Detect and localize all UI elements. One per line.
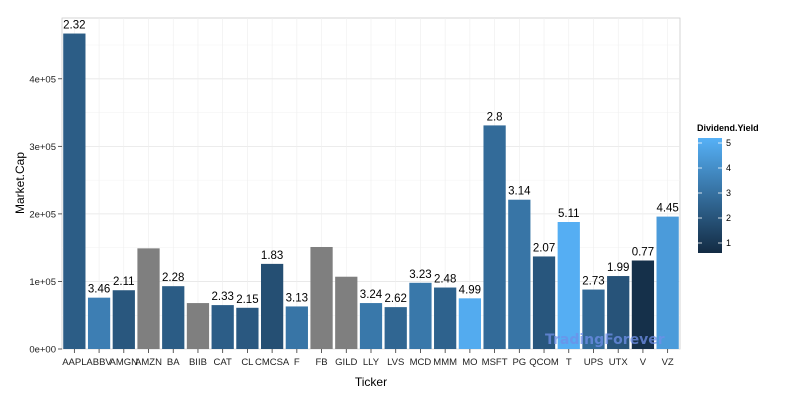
bar-cl [236,307,259,349]
bar-vz [656,216,679,349]
data-label: 3.24 [360,289,383,301]
data-label: 1.83 [261,250,283,262]
x-tick-label: LVS [387,357,404,368]
x-tick-label: MCD [410,357,432,368]
x-tick-label: UTX [609,357,629,368]
data-label: 2.07 [533,242,555,254]
x-tick-label: VZ [662,357,674,368]
data-label: 2.48 [434,274,456,286]
bar-ups [582,289,605,349]
x-tick-label: MO [462,357,477,368]
bar-f [285,306,308,349]
bar-biib [186,303,210,349]
bar-ba [162,286,185,349]
legend-tick-label: 4 [726,163,731,173]
watermark: TradingForever [545,332,665,348]
data-label: 2.28 [162,272,184,284]
x-tick-label: QCOM [529,357,559,368]
y-tick-label: 3e+05 [29,142,56,153]
bar-v [631,260,655,349]
x-tick-label: LLY [363,357,380,368]
bar-amzn [137,248,160,349]
x-tick-label: PG [512,357,526,368]
x-tick-label: BA [167,357,180,368]
data-label: 2.33 [211,291,233,303]
x-tick-label: AMZN [135,357,162,368]
y-tick-label: 0e+00 [29,345,56,356]
y-tick-label: 4e+05 [29,74,56,85]
bar-mo [458,298,482,349]
bar-cat [211,305,234,349]
bar-lly [359,303,383,349]
y-tick-label: 2e+05 [29,209,56,220]
x-tick-label: ABBV [86,357,112,368]
x-tick-label: GILD [335,357,357,368]
y-axis-title: Market.Cap [13,152,27,214]
bar-lvs [384,307,407,349]
data-label: 2.15 [236,294,258,306]
x-tick-label: AMGN [110,357,139,368]
bar-msft [483,125,506,349]
data-label: 2.8 [487,111,503,123]
legend-tick-label: 3 [726,188,731,198]
legend-title: Dividend.Yield [697,123,759,133]
legend-tick-label: 1 [726,238,731,248]
data-label: 0.77 [632,247,654,259]
data-label: 3.13 [286,292,308,304]
data-label: 2.11 [113,276,135,288]
legend-tick-label: 2 [726,213,731,223]
legend-tick-label: 5 [726,138,731,148]
legend: Dividend.Yield 1 2 3 4 5 [697,123,759,253]
bar-pg [508,199,531,349]
bar-mmm [434,287,457,349]
x-tick-label: FB [315,357,327,368]
x-axis-title: Ticker [355,375,387,389]
x-tick-label: MMM [433,357,457,368]
y-axis: 0e+00 1e+05 2e+05 3e+05 4e+05 [29,74,62,356]
data-label: 4.99 [459,284,481,296]
x-tick-label: BIIB [189,357,207,368]
x-tick-label: CL [241,357,253,368]
data-label: 2.73 [582,276,604,288]
data-label: 1.99 [607,262,629,274]
data-labels: 2.32 3.462.11 2.28 2.33 2.15 1.83 3.13 3.24 2.62… [63,20,679,306]
bar-fb [310,246,333,349]
bar-utx [607,276,630,349]
bar-mcd [409,282,432,349]
bars [63,33,679,349]
data-label: 3.14 [508,186,531,198]
x-tick-label: AAPL [62,357,86,368]
bar-t [557,222,580,349]
data-label: 2.32 [63,20,85,32]
x-tick-label: CMCSA [255,357,290,368]
data-label: 4.45 [656,203,678,215]
data-label: 3.46 [88,284,110,296]
bar-qcom [532,256,556,349]
x-tick-label: MSFT [482,357,508,368]
x-tick-label: CAT [214,357,232,368]
bar-gild [335,276,358,349]
legend-colorbar [698,138,722,253]
bar-cmcsa [260,263,284,349]
x-tick-label: UPS [584,357,604,368]
data-label: 3.23 [409,269,431,281]
bar-abbv [87,297,111,349]
y-tick-label: 1e+05 [29,277,56,288]
x-tick-label: T [566,357,572,368]
bar-aapl [63,33,86,349]
x-tick-label: F [294,357,300,368]
bar-amgn [112,290,135,349]
data-label: 2.62 [385,293,407,305]
data-label: 5.11 [558,208,580,220]
x-tick-label: V [640,357,647,368]
